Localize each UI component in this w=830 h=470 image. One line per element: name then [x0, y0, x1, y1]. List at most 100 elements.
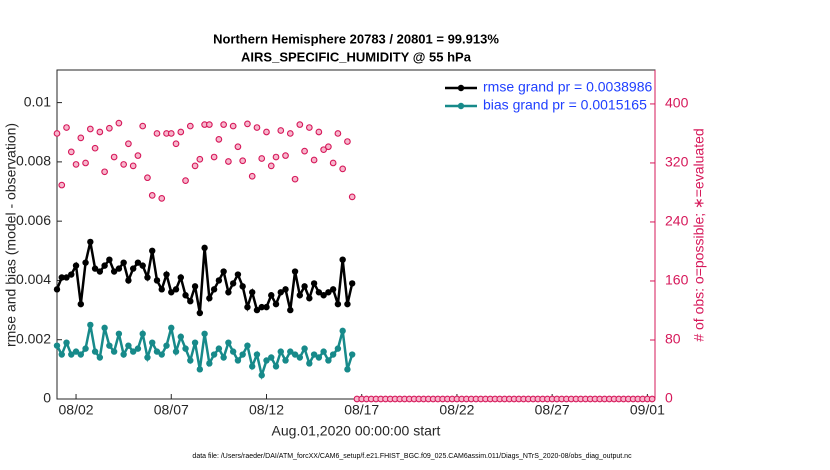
obs-count [115, 119, 123, 127]
point [339, 256, 346, 263]
obs-count [177, 128, 185, 136]
y-tick-label: 0.008 [16, 153, 51, 169]
point [206, 360, 213, 367]
point [215, 345, 223, 352]
point [158, 351, 165, 358]
point [177, 274, 184, 281]
y2-tick-label: 240 [665, 213, 689, 229]
point [182, 292, 189, 299]
point [125, 342, 132, 349]
point [310, 280, 318, 287]
point [215, 277, 223, 284]
obs-count [191, 162, 199, 170]
point [239, 283, 246, 290]
point [258, 303, 265, 311]
point [82, 345, 89, 352]
point [348, 351, 356, 358]
point [296, 292, 304, 299]
point [53, 286, 61, 293]
point [53, 342, 61, 349]
point [249, 363, 256, 370]
point [149, 339, 156, 346]
point [268, 354, 275, 361]
obs-count [67, 148, 75, 156]
point [296, 354, 304, 361]
y2-tick-label: 400 [665, 95, 689, 111]
legend-marker [457, 102, 465, 110]
point [196, 309, 204, 317]
obs-count [172, 140, 180, 148]
point [101, 262, 108, 269]
y-axis-label: rmse and bias (model - observation) [3, 123, 19, 347]
point [120, 351, 127, 358]
point [182, 345, 189, 352]
obs-count [125, 140, 132, 148]
chart-title: Northern Hemisphere 20783 / 20801 = 99.9… [213, 31, 499, 46]
point [287, 306, 294, 314]
point [68, 351, 75, 358]
point [315, 354, 323, 361]
obs-count [129, 162, 137, 170]
point [163, 271, 170, 278]
point [129, 265, 137, 272]
obs-count [248, 172, 256, 180]
point [168, 324, 175, 332]
point [168, 289, 175, 296]
obs-count [344, 138, 351, 145]
point [134, 259, 142, 266]
point [158, 286, 165, 293]
y-tick-label: 0.006 [16, 212, 51, 228]
point [106, 342, 113, 349]
point [63, 274, 70, 281]
point [268, 292, 275, 299]
point [144, 274, 151, 281]
obs-count [82, 159, 89, 167]
point [72, 348, 80, 355]
obs-count [263, 128, 270, 136]
point [291, 351, 299, 358]
obs-count [244, 120, 251, 128]
obs-count [305, 124, 313, 131]
obs-count [286, 130, 294, 137]
obs-count [277, 127, 285, 134]
point [129, 348, 137, 355]
obs-count [53, 130, 61, 137]
point [149, 247, 156, 255]
point [315, 289, 323, 296]
point [244, 342, 251, 349]
obs-count [196, 155, 204, 163]
point [101, 324, 108, 332]
point [96, 268, 104, 275]
point [139, 330, 146, 337]
y2-tick-label: 160 [665, 272, 689, 288]
obs-count [315, 128, 323, 136]
point [301, 345, 308, 352]
obs-count [110, 153, 118, 161]
obs-count [229, 122, 237, 130]
obs-count [225, 158, 232, 165]
obs-count [101, 168, 108, 176]
obs-count [220, 121, 227, 128]
y2-tick-label: 320 [665, 154, 689, 170]
point [229, 348, 237, 355]
point [234, 271, 242, 278]
point [201, 244, 208, 252]
obs-count [301, 147, 308, 155]
obs-count [86, 125, 94, 133]
point [258, 372, 265, 379]
point [72, 262, 80, 269]
obs-count [329, 159, 337, 167]
obs-count [148, 192, 156, 199]
point [191, 339, 199, 346]
point [68, 271, 75, 278]
legend-marker [457, 84, 465, 92]
obs-count [272, 153, 280, 161]
x-tick-label: 08/27 [535, 402, 570, 418]
obs-count [234, 143, 242, 151]
point [153, 277, 161, 284]
obs-count [153, 130, 161, 137]
point [206, 295, 213, 302]
obs-count [258, 155, 266, 162]
obs-count [134, 152, 142, 159]
point [87, 321, 94, 329]
